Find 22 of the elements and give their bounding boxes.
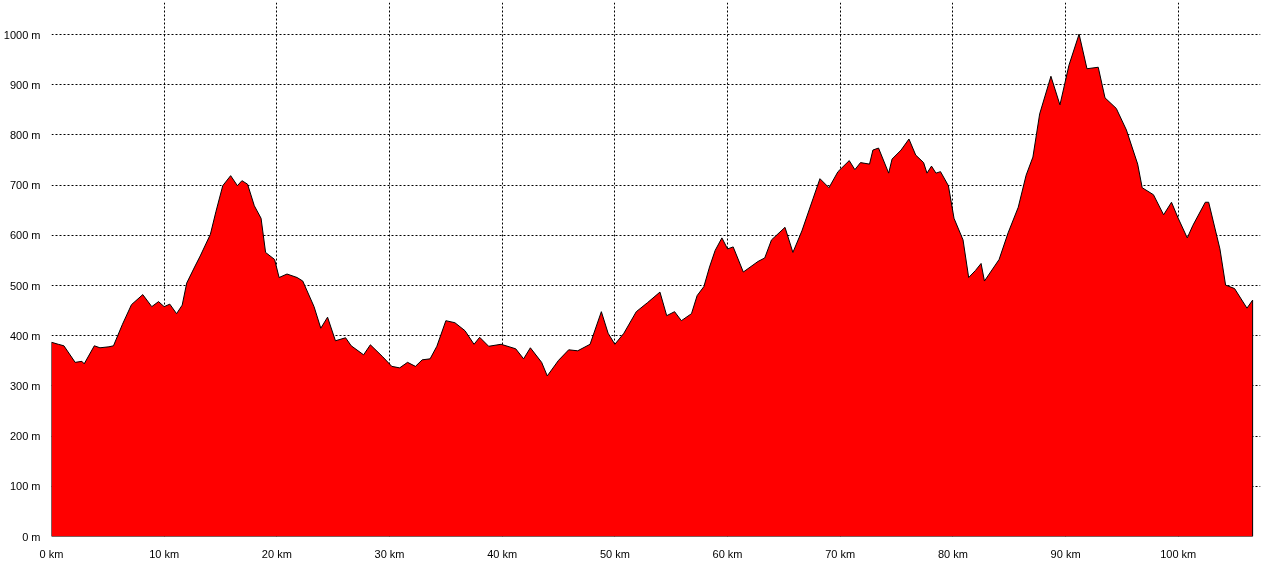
y-tick-label: 700 m <box>9 179 41 192</box>
y-tick-label: 800 m <box>9 129 41 141</box>
x-tick-label: 70 km <box>825 547 856 560</box>
x-tick-label: 100 km <box>1160 547 1197 560</box>
y-tick-label: 0 m <box>22 530 41 543</box>
x-tick-label: 60 km <box>712 547 743 560</box>
x-tick-label: 80 km <box>937 547 968 560</box>
y-tick-label: 200 m <box>9 430 41 443</box>
x-tick-label: 50 km <box>599 547 630 560</box>
x-tick-label: 40 km <box>487 547 518 560</box>
y-tick-label: 500 m <box>9 279 41 292</box>
x-tick-label: 20 km <box>261 547 292 560</box>
y-tick-label: 600 m <box>9 229 41 242</box>
y-tick-label: 300 m <box>9 379 41 392</box>
x-tick-label: 30 km <box>374 547 405 560</box>
y-tick-label: 400 m <box>9 329 41 342</box>
x-tick-label: 10 km <box>149 547 180 560</box>
y-tick-label: 900 m <box>9 78 41 91</box>
x-tick-label: 90 km <box>1050 547 1081 560</box>
y-tick-label: 1000 m <box>3 28 41 41</box>
y-tick-label: 100 m <box>9 480 41 493</box>
x-tick-label: 0 km <box>39 547 64 560</box>
